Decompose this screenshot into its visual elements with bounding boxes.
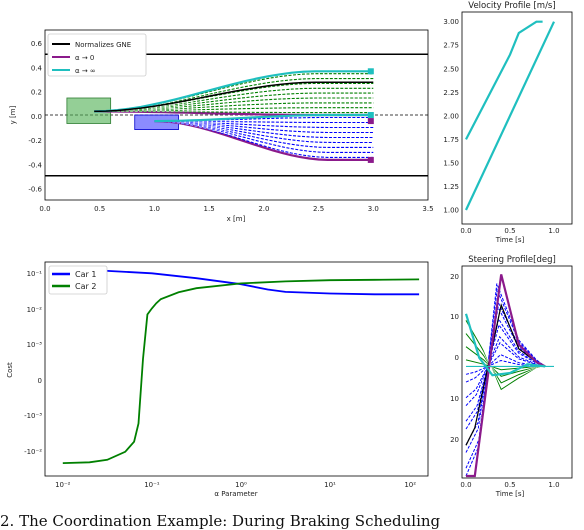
steering-plot-area <box>464 274 554 478</box>
end-marker <box>367 112 374 118</box>
y-tick-label: 10⁻¹ <box>27 270 43 278</box>
cost-x-label: α Parameter <box>214 490 257 498</box>
cost-line-car-2 <box>62 278 420 464</box>
trajectory-plot-area <box>45 53 428 177</box>
steering-line <box>465 299 546 453</box>
x-tick-label: 10⁻¹ <box>144 481 160 489</box>
x-tick-label: 2.5 <box>313 205 324 213</box>
velocity-line <box>465 20 543 140</box>
velocity-y-ticks: 1.00 1.25 1.50 1.75 2.00 2.25 2.50 2.75 3.00 <box>443 18 459 214</box>
velocity-x-label: Time [s] <box>495 236 525 244</box>
x-tick-label: 0.0 <box>460 227 471 235</box>
steering-line <box>465 335 546 406</box>
end-marker <box>367 68 374 75</box>
end-marker <box>367 156 374 163</box>
x-tick-label: 0.5 <box>504 481 515 489</box>
x-tick-label: 1.0 <box>149 205 160 213</box>
steering-panel: Steering Profile[deg] 20 10 0 10 20 0.0 … <box>450 255 573 498</box>
velocity-panel: Velocity Profile [m/s] 1.00 1.25 1.50 1.75 2… <box>443 1 573 244</box>
steering-alpha-inf-line <box>464 313 546 377</box>
x-tick-label: 3.5 <box>422 205 433 213</box>
steering-line <box>465 359 546 375</box>
velocity-title: Velocity Profile [m/s] <box>468 1 555 11</box>
y-tick-label: -10⁻³ <box>24 412 42 420</box>
x-tick-label: 10² <box>404 481 416 489</box>
trajectory-y-label: y [m] <box>9 105 17 124</box>
steering-line <box>465 305 546 445</box>
figure: 0.0 0.5 1.0 1.5 2.0 2.5 3.0 3.5 0.6 0.4 … <box>6 1 573 498</box>
y-tick-label: 0.0 <box>31 113 42 121</box>
y-tick-label: 10 <box>450 395 459 403</box>
y-tick-label: 2.00 <box>443 112 459 120</box>
x-tick-label: 0.0 <box>39 205 50 213</box>
y-tick-label: 20 <box>450 436 459 444</box>
cost-panel: 10⁻² 10⁻¹ 10⁰ 10¹ 10² 10⁻¹ 10⁻² 10⁻³ 0 -… <box>6 261 429 498</box>
velocity-axes-frame <box>461 11 573 225</box>
steering-axes-frame <box>461 265 573 479</box>
y-tick-label: 0 <box>38 377 42 385</box>
legend-label: Normalizes GNE <box>75 41 131 49</box>
steering-line <box>465 283 546 477</box>
cost-line-car-1 <box>62 269 420 296</box>
y-tick-label: 1.00 <box>443 207 459 215</box>
y-tick-label: 2.50 <box>443 65 459 73</box>
legend-label: Car 2 <box>75 282 96 291</box>
y-tick-label: 3.00 <box>443 18 459 26</box>
cost-y-label: Cost <box>6 362 14 378</box>
y-tick-label: 10⁻³ <box>27 341 43 349</box>
y-tick-label: 1.25 <box>443 183 459 191</box>
x-tick-label: 3.0 <box>368 205 379 213</box>
cost-plot-area <box>62 269 420 464</box>
x-tick-label: 1.0 <box>548 227 559 235</box>
x-tick-label: 10¹ <box>324 481 336 489</box>
y-tick-label: 2.25 <box>443 89 459 97</box>
y-tick-label: 10 <box>450 313 459 321</box>
legend-label: α → ∞ <box>75 67 96 75</box>
trajectory-ticks: 0.0 0.5 1.0 1.5 2.0 2.5 3.0 3.5 0.6 0.4 … <box>28 40 433 213</box>
y-tick-label: 2.75 <box>443 42 459 50</box>
x-tick-label: 0.5 <box>504 227 515 235</box>
gne-trajectory <box>94 81 374 113</box>
x-tick-label: 2.0 <box>258 205 269 213</box>
y-tick-label: 1.50 <box>443 159 459 167</box>
y-tick-label: 0 <box>455 354 459 362</box>
legend-box <box>47 33 147 77</box>
y-tick-label: 0.6 <box>31 40 43 48</box>
y-tick-label: 0.4 <box>31 64 43 72</box>
x-tick-label: 10⁰ <box>235 481 247 489</box>
velocity-line <box>465 21 555 211</box>
trajectory-legend: Normalizes GNE α → 0 α → ∞ <box>47 33 147 77</box>
trajectory-panel: 0.0 0.5 1.0 1.5 2.0 2.5 3.0 3.5 0.6 0.4 … <box>9 29 434 223</box>
x-tick-label: 1.0 <box>548 481 559 489</box>
legend-label: α → 0 <box>75 54 94 62</box>
y-tick-label: 1.75 <box>443 136 459 144</box>
cost-axes-frame <box>44 261 429 477</box>
y-tick-label: 10⁻² <box>27 306 43 314</box>
y-tick-label: -10⁻² <box>24 448 42 456</box>
x-tick-label: 10⁻² <box>55 481 71 489</box>
y-tick-label: -0.6 <box>28 186 42 194</box>
steering-line <box>465 313 546 394</box>
y-tick-label: -0.4 <box>28 161 42 169</box>
trajectory-line <box>154 113 374 123</box>
x-tick-label: 0.0 <box>460 481 471 489</box>
legend-label: Car 1 <box>75 270 96 279</box>
steering-x-label: Time [s] <box>495 490 525 498</box>
end-marker <box>367 118 374 125</box>
y-tick-label: 0.2 <box>31 89 42 97</box>
steering-title: Steering Profile[deg] <box>468 255 556 265</box>
velocity-plot-area <box>465 20 555 211</box>
y-tick-label: -0.2 <box>28 137 42 145</box>
steering-y-ticks: 20 10 0 10 20 <box>450 273 459 444</box>
x-tick-label: 1.5 <box>204 205 215 213</box>
cost-ticks: 10⁻² 10⁻¹ 10⁰ 10¹ 10² 10⁻¹ 10⁻² 10⁻³ 0 -… <box>24 270 416 489</box>
steering-alpha-zero-line <box>466 274 546 478</box>
trajectory-line <box>94 70 374 113</box>
x-tick-label: 0.5 <box>94 205 105 213</box>
trajectory-x-label: x [m] <box>227 215 246 223</box>
y-tick-label: 20 <box>450 273 459 281</box>
cost-legend: Car 1 Car 2 <box>48 265 108 295</box>
figure-caption: 2. The Coordination Example: During Brak… <box>0 513 441 530</box>
